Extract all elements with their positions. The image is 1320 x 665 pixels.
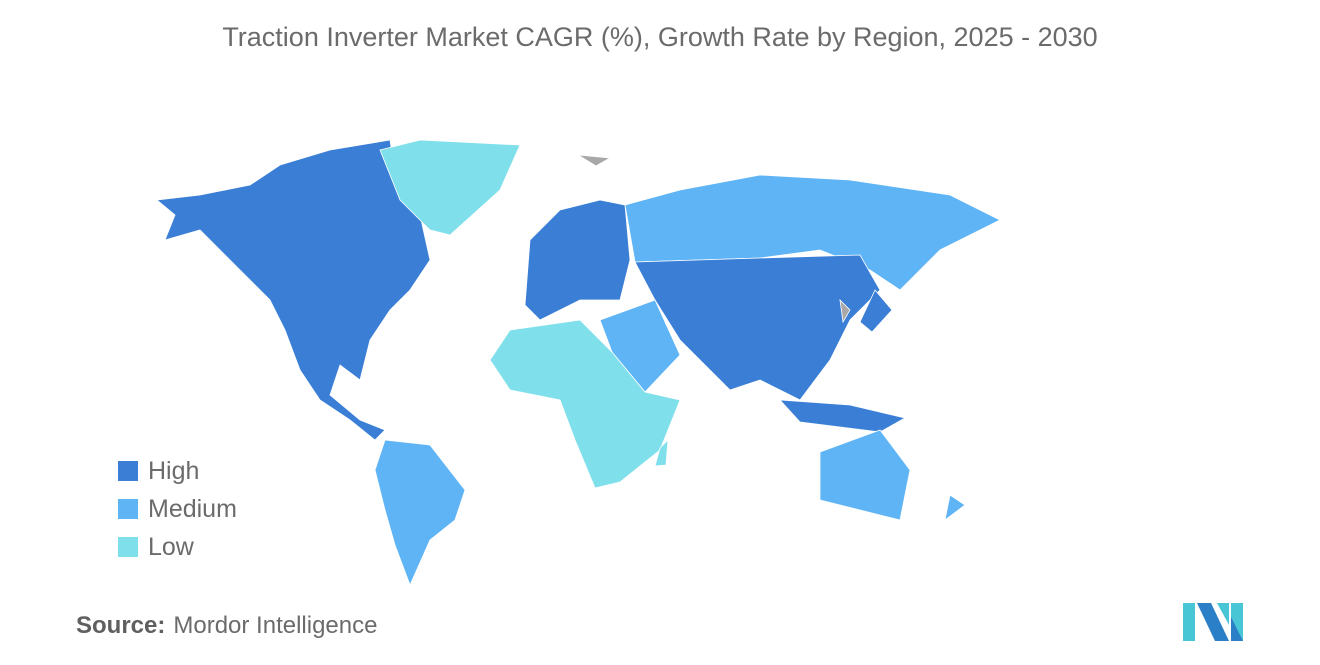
- region-australia[interactable]: [819, 429, 911, 521]
- region-svalbard: [577, 154, 612, 167]
- region-south-america[interactable]: [374, 439, 466, 587]
- region-japan[interactable]: [859, 289, 893, 333]
- legend-item-low: Low: [118, 528, 237, 566]
- legend-swatch: [118, 499, 138, 519]
- region-new-zealand[interactable]: [944, 494, 966, 521]
- region-africa[interactable]: [489, 319, 681, 489]
- region-greenland[interactable]: [379, 139, 521, 236]
- legend-swatch: [118, 537, 138, 557]
- legend: High Medium Low: [118, 452, 237, 566]
- region-north-america[interactable]: [156, 139, 431, 441]
- region-southeast-asia[interactable]: [779, 399, 907, 433]
- region-asia[interactable]: [634, 254, 881, 401]
- source-note: Source: Mordor Intelligence: [76, 612, 377, 640]
- legend-label: High: [148, 456, 200, 485]
- region-europe[interactable]: [524, 199, 631, 321]
- source-value: Mordor Intelligence: [173, 612, 378, 639]
- legend-item-high: High: [118, 452, 237, 490]
- region-middle-east[interactable]: [599, 299, 681, 393]
- legend-item-medium: Medium: [118, 490, 237, 528]
- source-label: Source:: [76, 612, 166, 639]
- region-korea: [839, 298, 851, 324]
- legend-label: Low: [148, 532, 194, 561]
- region-madagascar[interactable]: [654, 438, 669, 467]
- legend-label: Medium: [148, 494, 237, 523]
- mordor-logo: [1183, 603, 1243, 641]
- legend-swatch: [118, 461, 138, 481]
- chart-title: Traction Inverter Market CAGR (%), Growt…: [222, 22, 1098, 52]
